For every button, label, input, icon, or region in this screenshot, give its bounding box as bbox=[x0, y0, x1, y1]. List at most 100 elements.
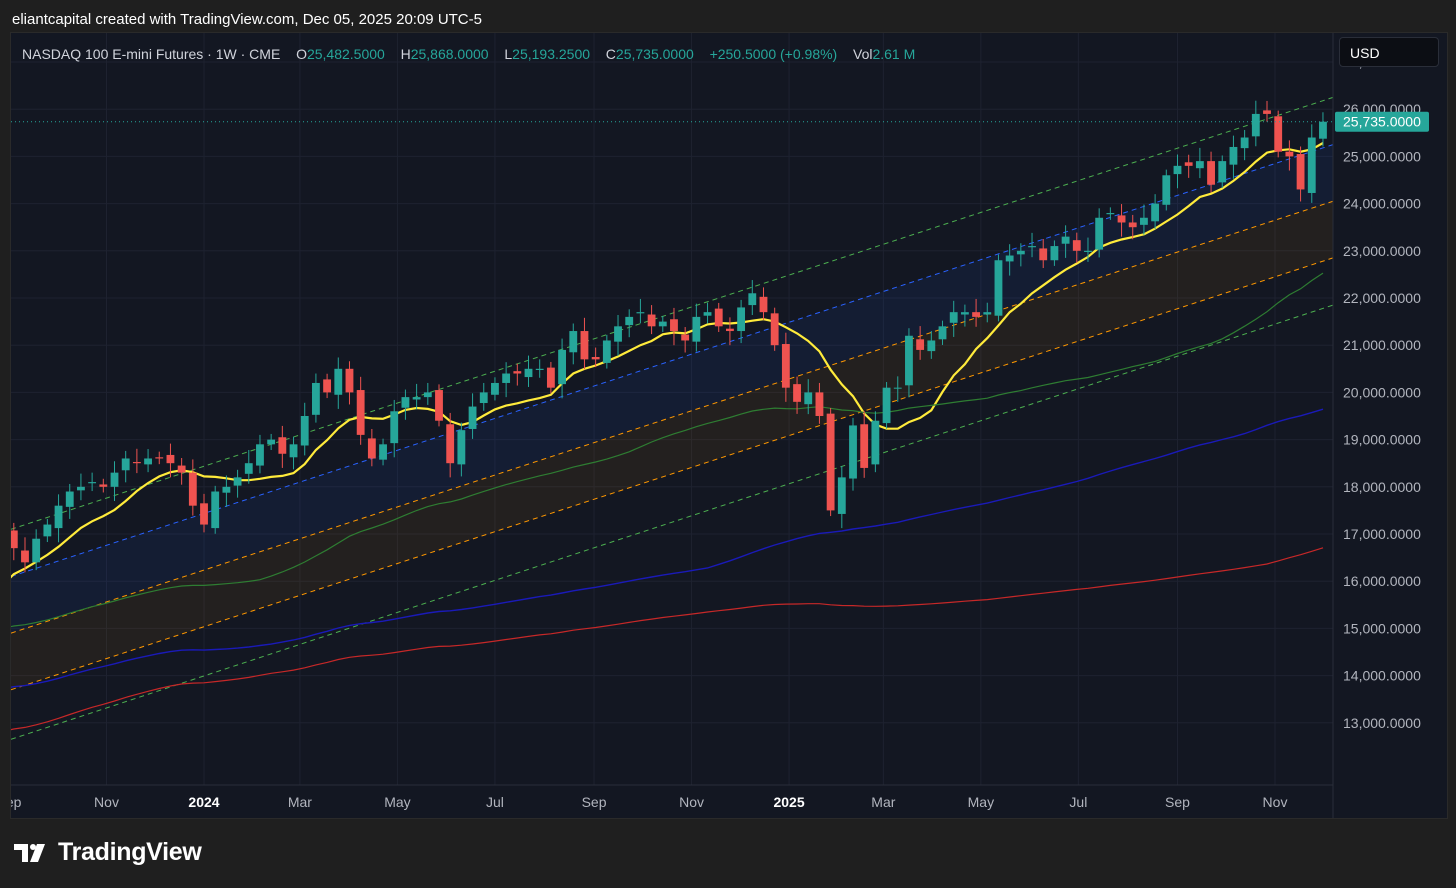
tradingview-logo-icon bbox=[14, 843, 45, 862]
candle-body bbox=[670, 319, 678, 332]
candlesticks bbox=[11, 100, 1327, 573]
candle-body bbox=[1184, 162, 1193, 166]
candle-body bbox=[1005, 255, 1014, 262]
x-tick-label: Nov bbox=[1263, 794, 1288, 810]
candle-body bbox=[1039, 248, 1048, 261]
time-axis: Sep Nov 2024 Mar May Jul Sep Nov 2025 Mar May Jul Se… bbox=[11, 784, 1333, 810]
candle-body bbox=[11, 530, 18, 549]
candle-body bbox=[602, 340, 611, 363]
candle-body bbox=[916, 339, 925, 350]
candle-body bbox=[636, 312, 645, 314]
candle-body bbox=[1162, 175, 1171, 205]
last-price-tag bbox=[1335, 111, 1429, 132]
candle-body bbox=[804, 392, 813, 405]
change-value: +250.5000 (+0.98%) bbox=[709, 46, 838, 62]
candle-body bbox=[1240, 137, 1249, 149]
channel-line-mid bbox=[11, 200, 1334, 634]
x-tick-label: Nov bbox=[679, 794, 704, 810]
candle-body bbox=[1061, 236, 1070, 244]
candle-body bbox=[345, 368, 354, 393]
currency-button[interactable]: USD bbox=[1339, 37, 1439, 67]
candle-body bbox=[166, 454, 175, 464]
candle-body bbox=[1095, 217, 1104, 250]
ma-blue-line bbox=[11, 408, 1324, 688]
candle-body bbox=[748, 293, 757, 306]
y-tick-label: 18,000.0000 bbox=[1343, 479, 1421, 495]
candle-body bbox=[334, 368, 343, 395]
y-tick-label: 25,000.0000 bbox=[1343, 148, 1421, 164]
candle-body bbox=[211, 491, 220, 529]
candle-body bbox=[535, 368, 544, 370]
chart-panel[interactable]: 13,000.0000 14,000.0000 15,000.0000 16,000.… bbox=[10, 32, 1448, 819]
candle-body bbox=[1140, 217, 1148, 225]
x-tick-label: Sep bbox=[1165, 794, 1190, 810]
x-tick-label: Jul bbox=[486, 794, 504, 810]
candle-body bbox=[99, 484, 108, 487]
channel-lower-fill bbox=[11, 201, 1333, 690]
y-tick-label: 14,000.0000 bbox=[1343, 668, 1421, 684]
x-tick-label: Mar bbox=[288, 794, 312, 810]
high-value: 25,868.0000 bbox=[410, 46, 489, 62]
close-value: 25,735.0000 bbox=[615, 46, 694, 62]
candle-body bbox=[591, 357, 600, 360]
x-tick-label: Mar bbox=[871, 794, 895, 810]
x-tick-label: Sep bbox=[11, 794, 22, 810]
low-label: L bbox=[504, 46, 513, 62]
candle-body bbox=[1128, 222, 1137, 228]
attribution-header: eliantcapital created with TradingView.c… bbox=[12, 11, 482, 28]
candle-body bbox=[446, 424, 455, 464]
candle-body bbox=[457, 430, 466, 465]
candle-body bbox=[267, 439, 276, 445]
candle-body bbox=[569, 331, 578, 353]
y-tick-label: 20,000.0000 bbox=[1343, 384, 1421, 400]
moving-averages bbox=[11, 142, 1324, 731]
y-tick-label: 13,000.0000 bbox=[1343, 715, 1421, 731]
candle-body bbox=[1106, 213, 1115, 215]
candle-body bbox=[1016, 250, 1025, 255]
candle-body bbox=[905, 335, 913, 386]
candle-body bbox=[278, 437, 287, 454]
candle-body bbox=[1274, 116, 1283, 152]
last-price-label: 25,735.0000 bbox=[1343, 114, 1421, 130]
candle-body bbox=[356, 390, 365, 435]
candle-body bbox=[1251, 113, 1260, 137]
candle-body bbox=[793, 384, 801, 402]
candle-body bbox=[837, 477, 846, 514]
symbol-legend: NASDAQ 100 E-mini Futures · 1W · CME O25… bbox=[22, 46, 915, 62]
candle-body bbox=[401, 397, 410, 408]
candle-body bbox=[300, 416, 309, 446]
candle-body bbox=[110, 472, 119, 487]
ma-red-line bbox=[11, 547, 1324, 731]
candle-body bbox=[994, 260, 1003, 316]
candle-body bbox=[759, 296, 768, 313]
candle-body bbox=[972, 312, 980, 317]
candle-body bbox=[1072, 240, 1081, 251]
candle-body bbox=[860, 424, 869, 468]
channel-line-outer-upper bbox=[11, 96, 1334, 530]
channel-upper-fill bbox=[11, 144, 1333, 634]
tradingview-logo: TradingView bbox=[14, 838, 202, 867]
y-tick-label: 21,000.0000 bbox=[1343, 337, 1421, 353]
candle-body bbox=[390, 411, 399, 444]
x-tick-label: 2024 bbox=[188, 794, 219, 810]
candle-body bbox=[1285, 151, 1294, 157]
candle-body bbox=[144, 458, 152, 465]
candle-body bbox=[893, 387, 902, 389]
candle-body bbox=[614, 326, 622, 342]
candle-body bbox=[692, 316, 701, 342]
candle-body bbox=[781, 344, 790, 388]
candle-body bbox=[1117, 215, 1126, 223]
low-value: 25,193.2500 bbox=[512, 46, 591, 62]
symbol-name: NASDAQ 100 E-mini Futures · 1W · CME bbox=[22, 46, 281, 62]
volume-value: 2.61 M bbox=[872, 46, 916, 62]
candle-body bbox=[1084, 250, 1092, 252]
y-tick-label: 17,000.0000 bbox=[1343, 526, 1421, 542]
candle-body bbox=[256, 444, 264, 466]
candle-body bbox=[983, 312, 992, 315]
open-value: 25,482.5000 bbox=[306, 46, 385, 62]
candle-body bbox=[244, 463, 253, 474]
candle-body bbox=[1173, 165, 1182, 175]
price-chart[interactable]: 13,000.0000 14,000.0000 15,000.0000 16,000.… bbox=[11, 33, 1447, 818]
candle-body bbox=[412, 397, 421, 400]
x-tick-label: Sep bbox=[582, 794, 607, 810]
